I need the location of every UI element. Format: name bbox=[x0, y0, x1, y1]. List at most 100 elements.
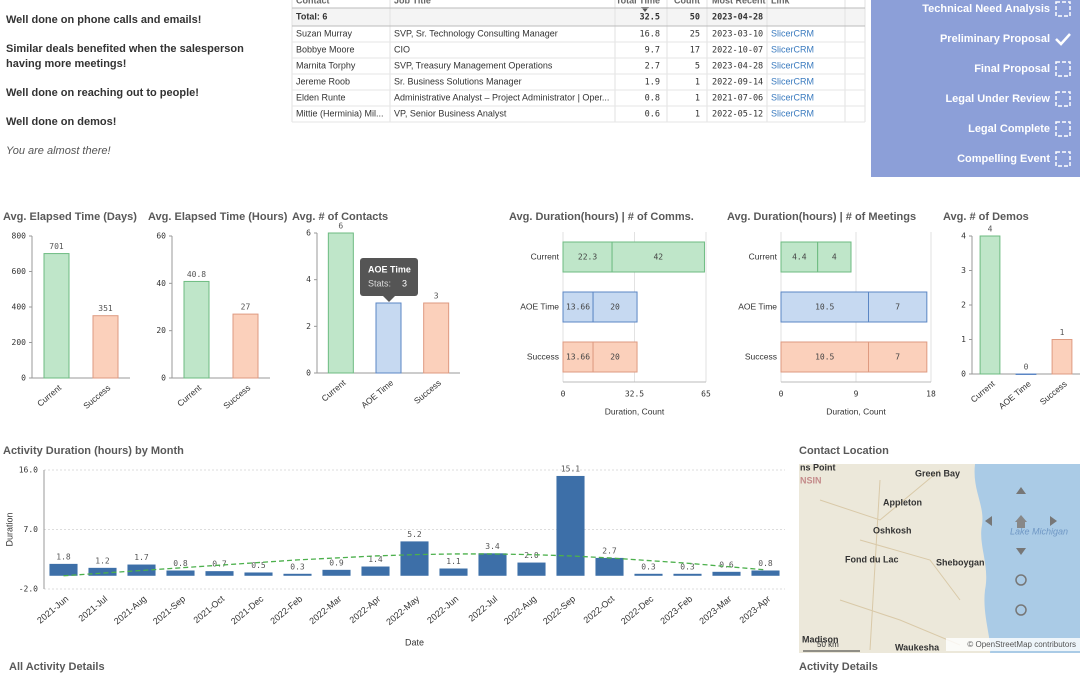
value-label: 0.9 bbox=[329, 558, 344, 567]
map-label: Green Bay bbox=[915, 468, 960, 478]
value-label: 0.3 bbox=[290, 562, 305, 571]
x-tick-label: Success bbox=[221, 383, 252, 411]
stage-label: Technical Need Analysis bbox=[922, 3, 1050, 15]
map-label: NSIN bbox=[800, 475, 822, 485]
stage-label: Compelling Event bbox=[957, 153, 1050, 165]
value-label: 0 bbox=[1024, 363, 1029, 372]
table-cell: 25 bbox=[690, 30, 700, 40]
y-tick-label: 200 bbox=[12, 338, 27, 347]
map-scale: 50 km bbox=[817, 640, 839, 649]
bar bbox=[712, 571, 741, 576]
y-tick-label: 2 bbox=[961, 301, 966, 310]
value-label: 1.8 bbox=[56, 552, 71, 561]
stage-panel bbox=[871, 0, 1080, 177]
table-cell: Jereme Roob bbox=[296, 76, 350, 86]
y-tick-label: 20 bbox=[156, 326, 166, 335]
attribution-bg bbox=[946, 638, 1080, 651]
bar bbox=[361, 566, 390, 576]
bar-segment bbox=[868, 291, 928, 323]
x-tick-label: 2021-Sep bbox=[151, 594, 187, 627]
value-label: 0.5 bbox=[251, 561, 266, 570]
map-home[interactable] bbox=[1015, 515, 1027, 528]
table-cell: SlicerCRM bbox=[771, 92, 814, 102]
insight: You are almost there! bbox=[6, 145, 111, 157]
x-tick-label: Current bbox=[175, 382, 204, 408]
y-tick-label: 0 bbox=[306, 369, 311, 378]
table-cell: SlicerCRM bbox=[771, 44, 814, 54]
stage-label: Final Proposal bbox=[974, 63, 1050, 75]
value-label: 7 bbox=[895, 353, 900, 362]
zoom-in[interactable] bbox=[1015, 574, 1027, 586]
y-tick-label: 40 bbox=[156, 279, 166, 288]
y-tick-label: 0 bbox=[161, 374, 166, 383]
bar bbox=[88, 567, 117, 576]
value-label: 5.2 bbox=[407, 530, 422, 539]
bar bbox=[232, 313, 259, 379]
value-label: 0.3 bbox=[680, 562, 695, 571]
y-tick-label: 7.0 bbox=[24, 525, 39, 534]
tooltip-title: AOE Time bbox=[368, 264, 411, 274]
x-tick-label: 0 bbox=[561, 390, 566, 399]
value-label: 1.4 bbox=[368, 555, 383, 564]
bar bbox=[283, 573, 312, 576]
chart-title: Avg. Elapsed Time (Days) bbox=[3, 211, 137, 223]
chart-title: Avg. # of Demos bbox=[943, 211, 1029, 223]
map-label: Fond du Lac bbox=[845, 554, 899, 564]
roads bbox=[819, 469, 961, 651]
x-tick-label: 2022-Dec bbox=[619, 593, 656, 626]
insight: Similar deals benefited when the salespe… bbox=[6, 43, 244, 70]
stage-label: Legal Complete bbox=[968, 123, 1050, 135]
value-label: 4.4 bbox=[792, 253, 807, 262]
bar-segment bbox=[592, 291, 638, 323]
table-header: Contact bbox=[296, 0, 330, 5]
map-attribution: © OpenStreetMap contributors bbox=[967, 640, 1076, 649]
y-axis-label: Duration bbox=[4, 512, 14, 546]
bar bbox=[556, 475, 585, 576]
bar-segment bbox=[780, 291, 869, 323]
trend-line bbox=[63, 553, 766, 577]
stage-done bbox=[1055, 33, 1071, 46]
x-tick-label: 2023-Apr bbox=[738, 594, 773, 625]
table-cell: 2023-03-10 bbox=[712, 30, 763, 40]
table-cell: 2022-05-12 bbox=[712, 110, 763, 120]
insight: Well done on demos! bbox=[6, 116, 117, 128]
table-cell: VP, Senior Business Analyst bbox=[394, 108, 507, 118]
stage-select bbox=[1055, 151, 1071, 167]
x-tick-label: AOE Time bbox=[997, 378, 1033, 411]
bar bbox=[517, 562, 546, 576]
value-label: 10.5 bbox=[815, 303, 834, 312]
table-cell: 17 bbox=[690, 46, 700, 56]
x-tick-label: AOE Time bbox=[359, 377, 395, 410]
table-header: Total Time bbox=[616, 0, 660, 5]
value-label: 1.2 bbox=[95, 556, 110, 565]
value-label: 2.0 bbox=[524, 551, 539, 560]
y-tick-label: 4 bbox=[306, 275, 311, 284]
zoom-out[interactable] bbox=[1015, 604, 1027, 616]
x-tick-label: 2022-Mar bbox=[307, 594, 343, 626]
x-tick-label: 18 bbox=[926, 390, 936, 399]
x-tick-label: 2022-Aug bbox=[502, 594, 538, 627]
table-cell: SlicerCRM bbox=[771, 76, 814, 86]
value-label: 10.5 bbox=[815, 353, 834, 362]
table-total: Total: 6 bbox=[296, 11, 327, 21]
x-tick-label: 32.5 bbox=[625, 390, 644, 399]
value-label: 7 bbox=[895, 303, 900, 312]
value-label: 1.7 bbox=[134, 553, 149, 562]
x-tick-label: 2022-Feb bbox=[268, 594, 304, 626]
table-cell: Sr. Business Solutions Manager bbox=[394, 76, 522, 86]
table-cell: Marnita Torphy bbox=[296, 60, 356, 70]
x-tick-label: 2021-Aug bbox=[112, 594, 148, 627]
bar bbox=[439, 568, 468, 576]
value-label: 0.3 bbox=[641, 562, 656, 571]
value-label: 3 bbox=[434, 292, 439, 301]
x-tick-label: 2023-Mar bbox=[697, 594, 733, 626]
table-total: 32.5 bbox=[640, 13, 660, 23]
y-tick-label: AOE Time bbox=[738, 301, 777, 311]
bar bbox=[43, 253, 70, 379]
table-cell: SlicerCRM bbox=[771, 28, 814, 38]
value-label: 2.7 bbox=[602, 546, 617, 555]
map-title: Contact Location bbox=[799, 445, 889, 457]
stage-label: Preliminary Proposal bbox=[940, 33, 1050, 45]
y-tick-label: Success bbox=[745, 351, 777, 361]
section-title: Activity Details bbox=[799, 661, 878, 673]
